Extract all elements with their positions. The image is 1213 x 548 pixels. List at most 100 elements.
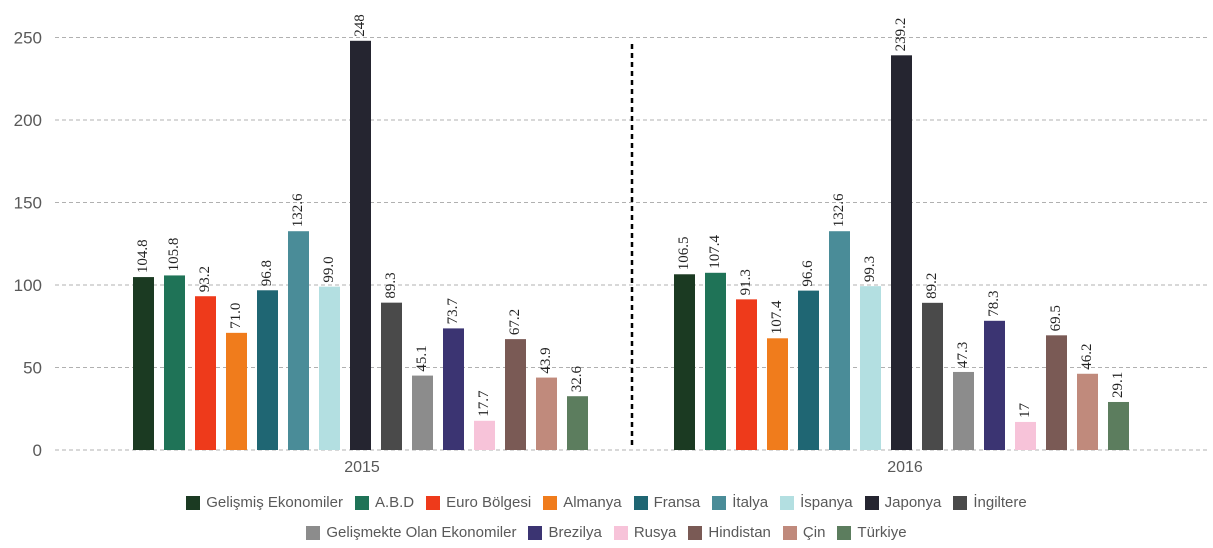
- bar: [1046, 335, 1067, 450]
- bar: [705, 272, 726, 450]
- bar: [257, 290, 278, 450]
- legend-row-2: Gelişmekte Olan Ekonomiler Brezilya Rusya H…: [0, 524, 1213, 541]
- legend-swatch: [633, 495, 648, 510]
- bar: [1108, 401, 1129, 450]
- legend-row-1: Gelişmiş Ekonomiler A.B.D Euro Bölgesi Alma…: [0, 494, 1213, 511]
- legend-label: Japonya: [884, 494, 942, 511]
- data-label: 96.8: [259, 260, 275, 286]
- bar: [412, 375, 433, 450]
- data-label: 89.3: [383, 272, 399, 298]
- bar: [505, 339, 526, 450]
- legend-item: Fransa: [633, 494, 701, 511]
- bar: [1015, 421, 1036, 450]
- legend-swatch: [782, 525, 797, 540]
- bar: [319, 286, 340, 450]
- data-label: 104.8: [135, 239, 151, 273]
- data-label: 71.0: [228, 303, 244, 329]
- legend-swatch: [426, 495, 441, 510]
- data-label: 99.3: [862, 256, 878, 282]
- legend-label: Euro Bölgesi: [446, 494, 532, 511]
- bar: [798, 290, 819, 450]
- legend-swatch: [864, 495, 879, 510]
- data-label: 17: [1017, 402, 1033, 418]
- data-label: 105.8: [166, 238, 182, 272]
- legend-item: Gelişmekte Olan Ekonomiler: [306, 524, 516, 541]
- bar: [1077, 373, 1098, 450]
- bar: [860, 286, 881, 450]
- legend-label: İtalya: [732, 494, 769, 511]
- data-label: 91.3: [738, 269, 754, 295]
- data-label: 32.6: [569, 365, 585, 392]
- bar: [133, 277, 154, 450]
- legend-label: Fransa: [653, 494, 701, 511]
- data-label: 99.0: [321, 256, 337, 282]
- x-category-label: 2016: [887, 459, 923, 476]
- legend-item: İtalya: [712, 494, 768, 511]
- legend-swatch: [186, 495, 201, 510]
- legend-label: Gelişmiş Ekonomiler: [206, 494, 343, 511]
- bar: [443, 328, 464, 450]
- data-label: 17.7: [476, 390, 492, 417]
- legend-swatch: [953, 495, 968, 510]
- legend-item: İspanya: [780, 494, 853, 511]
- legend-label: A.B.D: [374, 494, 415, 511]
- legend-swatch: [528, 525, 543, 540]
- legend-item: Çin: [782, 524, 826, 541]
- legend-swatch: [306, 525, 321, 540]
- legend-swatch: [354, 495, 369, 510]
- bar: [164, 275, 185, 450]
- y-axis: 0 50 100 150 200 250: [14, 29, 42, 461]
- bar: [953, 371, 974, 450]
- bar: [226, 332, 247, 450]
- legend-item: Türkiye: [837, 524, 907, 541]
- legend-label: Rusya: [633, 524, 677, 541]
- legend-label: Çin: [802, 524, 826, 541]
- data-label: 96.6: [800, 260, 816, 287]
- legend-swatch: [543, 495, 558, 510]
- data-label: 29.1: [1110, 372, 1126, 398]
- bar: [891, 55, 912, 450]
- data-label: 69.5: [1048, 305, 1064, 331]
- bar: [736, 299, 757, 450]
- bar: [767, 338, 788, 450]
- bar: [536, 377, 557, 450]
- bar: [567, 396, 588, 450]
- legend-label: Gelişmekte Olan Ekonomiler: [326, 524, 517, 541]
- y-tick-label: 150: [14, 194, 42, 213]
- data-label: 132.6: [290, 193, 306, 227]
- legend-item: Brezilya: [528, 524, 602, 541]
- y-tick-label: 0: [33, 441, 42, 460]
- bar: [474, 420, 495, 450]
- data-label: 239.2: [893, 18, 909, 52]
- data-label: 46.2: [1079, 344, 1095, 370]
- bar: [350, 40, 371, 451]
- legend-item: Almanya: [543, 494, 622, 511]
- data-label: 89.2: [924, 273, 940, 299]
- bar: [195, 296, 216, 450]
- legend-item: Japonya: [864, 494, 942, 511]
- legend-swatch: [688, 525, 703, 540]
- data-label: 93.2: [197, 266, 213, 292]
- legend-item: İngiltere: [953, 494, 1027, 511]
- bar: [288, 231, 309, 450]
- legend-label: Hindistan: [708, 524, 771, 541]
- data-label: 132.6: [831, 193, 847, 227]
- legend-item: Hindistan: [688, 524, 771, 541]
- y-tick-label: 250: [14, 29, 42, 48]
- data-label: 78.3: [986, 291, 1002, 317]
- legend-label: İspanya: [800, 494, 853, 511]
- legend-swatch: [837, 525, 852, 540]
- data-label: 47.3: [955, 342, 971, 368]
- data-label: 73.7: [445, 298, 461, 325]
- bar: [674, 274, 695, 450]
- x-category-label: 2015: [344, 459, 380, 476]
- y-tick-label: 200: [14, 111, 42, 130]
- data-labels: 104.8 105.8 93.2 71.0 96.8 132.6 99.0 248 89.3 45…: [135, 14, 1126, 418]
- data-label: 106.5: [676, 237, 692, 271]
- x-axis: 2015 2016: [344, 459, 923, 476]
- legend-item: Rusya: [613, 524, 677, 541]
- legend-swatch: [780, 495, 795, 510]
- data-label: 107.4: [769, 300, 785, 334]
- bar: [381, 302, 402, 450]
